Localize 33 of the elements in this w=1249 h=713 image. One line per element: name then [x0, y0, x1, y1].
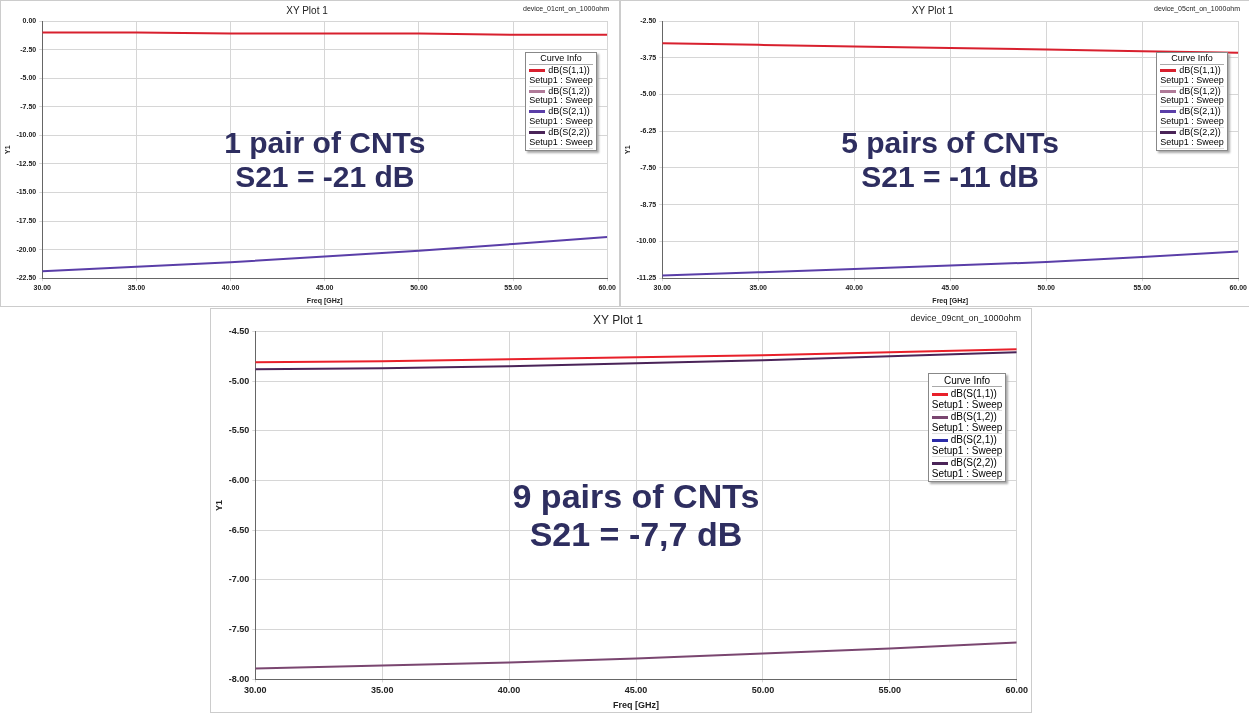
x-tick-label: 55.00	[878, 685, 902, 696]
x-axis-title: Freq [GHz]	[613, 700, 660, 711]
annotation: S21 = -21 dB	[234, 159, 416, 194]
x-tick-label: 35.00	[370, 685, 394, 696]
y-tick-label: -6.00	[228, 475, 250, 486]
y-tick-label: -5.50	[228, 425, 250, 436]
y-tick-label: -7.00	[228, 574, 250, 585]
legend-label: dB(S(2,2)) Setup1 : Sweep	[1160, 127, 1224, 148]
y-tick-label: -6.50	[228, 524, 250, 535]
x-tick-label: 40.00	[497, 685, 521, 696]
legend-title: Curve Info	[529, 52, 593, 65]
chart-title: XY Plot 1	[911, 4, 954, 16]
y-tick-label: -7.50	[228, 624, 250, 635]
annotation: 1 pair of CNTs	[224, 126, 426, 160]
legend-title: Curve Info	[931, 375, 1003, 388]
annotation: S21 = -7,7 dB	[528, 515, 744, 554]
annotation: 5 pairs of CNTs	[841, 126, 1060, 160]
x-tick-label: 60.00	[1005, 685, 1028, 696]
legend-label: dB(S(2,2)) Setup1 : Sweep	[529, 127, 593, 148]
chart-title: XY Plot 1	[593, 312, 644, 327]
legend-label: dB(S(2,2)) Setup1 : Sweep	[931, 457, 1003, 480]
y-tick-label: -8.00	[228, 673, 250, 684]
chart-title: XY Plot 1	[286, 4, 329, 16]
x-tick-label: 50.00	[751, 685, 775, 696]
annotation: 9 pairs of CNTs	[512, 477, 760, 516]
y-tick-label: -5.00	[228, 375, 250, 386]
y-tick-label: -4.50	[228, 325, 250, 336]
y-axis-title: Y1	[213, 499, 224, 511]
legend-title: Curve Info	[1160, 52, 1224, 65]
x-tick-label: 30.00	[244, 685, 267, 696]
annotation: S21 = -11 dB	[860, 159, 1040, 194]
text: device_09cnt_on_1000ohm	[910, 313, 1021, 323]
x-tick-label: 45.00	[624, 685, 648, 696]
